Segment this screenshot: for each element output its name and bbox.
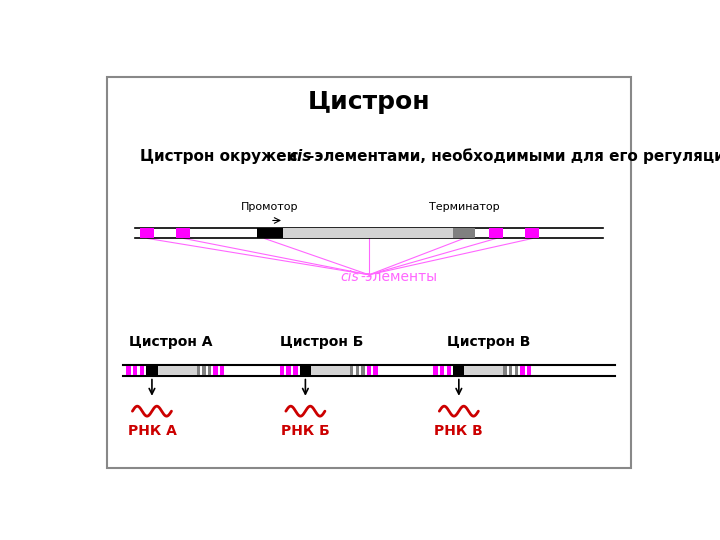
Bar bbox=[374, 366, 378, 375]
Bar bbox=[140, 228, 154, 239]
Bar bbox=[361, 366, 364, 375]
Bar bbox=[489, 228, 503, 239]
Bar bbox=[350, 366, 354, 375]
Text: Цистрон окружен: Цистрон окружен bbox=[140, 149, 302, 164]
Bar bbox=[440, 366, 444, 375]
Bar bbox=[126, 366, 131, 375]
Text: -элементы: -элементы bbox=[361, 270, 438, 284]
Bar bbox=[446, 366, 451, 375]
Text: Промотор: Промотор bbox=[241, 202, 299, 212]
Bar bbox=[433, 366, 438, 375]
Bar bbox=[311, 366, 350, 375]
Bar bbox=[300, 366, 311, 375]
Text: Цистрон: Цистрон bbox=[307, 90, 431, 114]
Bar bbox=[176, 228, 190, 239]
FancyBboxPatch shape bbox=[107, 77, 631, 468]
Bar bbox=[366, 366, 372, 375]
Bar bbox=[282, 228, 453, 239]
Bar bbox=[356, 366, 359, 375]
Bar bbox=[213, 366, 217, 375]
Bar bbox=[521, 366, 525, 375]
Text: cis: cis bbox=[341, 270, 359, 284]
Bar bbox=[140, 366, 144, 375]
Text: -элементами, необходимыми для его регуляции: -элементами, необходимыми для его регуля… bbox=[307, 148, 720, 164]
Bar bbox=[220, 366, 225, 375]
Bar bbox=[503, 366, 507, 375]
Bar bbox=[158, 366, 197, 375]
Text: Цистрон А: Цистрон А bbox=[129, 335, 212, 349]
Text: Терминатор: Терминатор bbox=[428, 202, 499, 212]
Bar bbox=[509, 366, 513, 375]
Text: РНК Б: РНК Б bbox=[281, 424, 330, 437]
Text: Цистрон В: Цистрон В bbox=[447, 335, 531, 349]
Bar bbox=[454, 366, 464, 375]
Bar bbox=[258, 228, 282, 239]
Bar bbox=[202, 366, 205, 375]
Bar bbox=[453, 228, 475, 239]
Bar bbox=[197, 366, 200, 375]
Bar bbox=[527, 366, 531, 375]
Bar bbox=[464, 366, 503, 375]
Bar bbox=[526, 228, 539, 239]
Bar bbox=[293, 366, 297, 375]
Bar bbox=[146, 366, 158, 375]
Bar bbox=[208, 366, 211, 375]
Text: РНК В: РНК В bbox=[434, 424, 483, 437]
Text: cis: cis bbox=[288, 149, 312, 164]
Bar bbox=[515, 366, 518, 375]
Bar bbox=[133, 366, 138, 375]
Bar bbox=[287, 366, 291, 375]
Text: РНК А: РНК А bbox=[127, 424, 176, 437]
Text: Цистрон Б: Цистрон Б bbox=[280, 335, 364, 349]
Bar bbox=[280, 366, 284, 375]
